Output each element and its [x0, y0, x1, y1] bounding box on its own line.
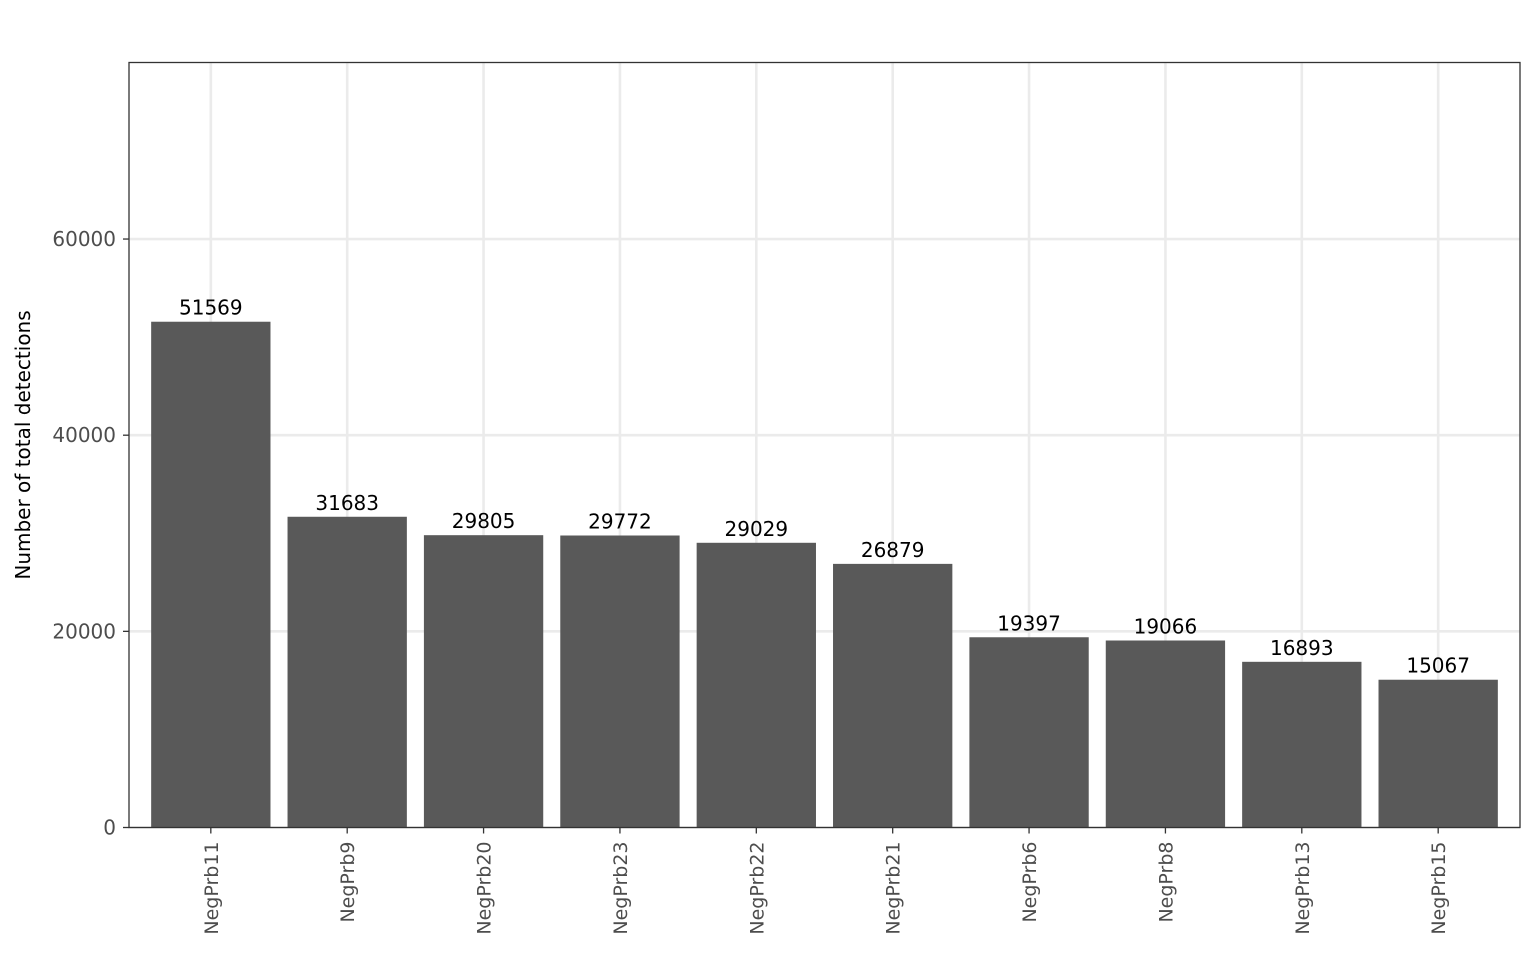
bar-negprb20: [423, 535, 544, 828]
data-label-negprb11: 51569: [179, 296, 243, 320]
data-label-negprb22: 29029: [725, 517, 789, 541]
x-tick-label-negprb8: NegPrb8: [1155, 842, 1177, 923]
bar-negprb11: [151, 321, 271, 828]
y-axis-ticks: 0 20000 40000 60000: [52, 227, 129, 840]
data-label-negprb15: 15067: [1406, 654, 1470, 678]
data-label-negprb20: 29805: [452, 509, 516, 533]
bars: [151, 321, 1498, 828]
plot-panel-border: [128, 61, 1521, 829]
y-tick-label: 20000: [52, 619, 116, 643]
data-labels: 51569 31683 29805 29772 29029 26879 19397 19066…: [179, 296, 1470, 678]
y-tick-label: 60000: [52, 227, 116, 251]
x-tick-label-negprb21: NegPrb21: [883, 842, 905, 935]
bar-negprb9: [287, 516, 407, 828]
y-tick-label: 40000: [52, 423, 116, 447]
data-label-negprb23: 29772: [588, 510, 652, 534]
data-label-negprb6: 19397: [997, 611, 1061, 635]
data-label-negprb21: 26879: [861, 538, 925, 562]
x-tick-label-negprb13: NegPrb13: [1292, 842, 1314, 935]
bar-negprb13: [1242, 661, 1362, 828]
bar-negprb21: [833, 563, 953, 828]
bar-negprb6: [969, 637, 1089, 828]
data-label-negprb8: 19066: [1134, 615, 1198, 639]
x-tick-label-negprb23: NegPrb23: [610, 842, 632, 935]
data-label-negprb9: 31683: [315, 491, 379, 515]
x-tick-label-negprb22: NegPrb22: [746, 842, 768, 935]
bar-negprb15: [1378, 679, 1498, 828]
x-tick-label-negprb6: NegPrb6: [1019, 842, 1041, 923]
data-label-negprb13: 16893: [1270, 636, 1334, 660]
x-tick-label-negprb11: NegPrb11: [201, 842, 223, 935]
y-tick-label: 0: [103, 816, 116, 840]
bar-negprb22: [696, 542, 816, 828]
y-axis-title: Number of total detections: [11, 310, 35, 579]
x-axis-ticks: NegPrb11 NegPrb9 NegPrb20 NegPrb23 NegPrb22 N…: [201, 827, 1450, 935]
bar-negprb8: [1105, 640, 1226, 828]
x-tick-label-negprb9: NegPrb9: [337, 842, 359, 923]
bar-negprb23: [560, 535, 680, 828]
x-tick-label-negprb15: NegPrb15: [1428, 842, 1450, 935]
x-tick-label-negprb20: NegPrb20: [474, 842, 496, 935]
